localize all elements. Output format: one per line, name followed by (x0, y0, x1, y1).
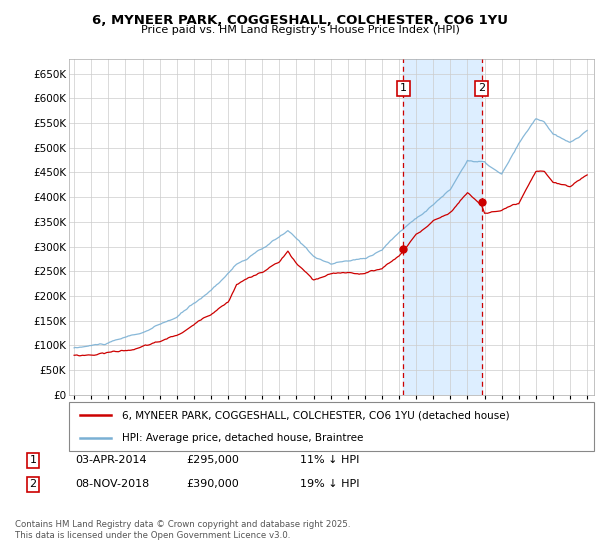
Text: 03-APR-2014: 03-APR-2014 (75, 455, 146, 465)
Text: £295,000: £295,000 (186, 455, 239, 465)
Bar (403, 59, 482, 395)
Text: 08-NOV-2018: 08-NOV-2018 (75, 479, 149, 489)
Text: 2: 2 (29, 479, 37, 489)
Text: HPI: Average price, detached house, Braintree: HPI: Average price, detached house, Brai… (121, 433, 363, 444)
Text: 1: 1 (29, 455, 37, 465)
Text: Price paid vs. HM Land Registry's House Price Index (HPI): Price paid vs. HM Land Registry's House … (140, 25, 460, 35)
Text: 6, MYNEER PARK, COGGESHALL, COLCHESTER, CO6 1YU (detached house): 6, MYNEER PARK, COGGESHALL, COLCHESTER, … (121, 410, 509, 421)
Text: 6, MYNEER PARK, COGGESHALL, COLCHESTER, CO6 1YU: 6, MYNEER PARK, COGGESHALL, COLCHESTER, … (92, 14, 508, 27)
Text: 1: 1 (400, 83, 407, 94)
Text: 19% ↓ HPI: 19% ↓ HPI (300, 479, 359, 489)
Text: £390,000: £390,000 (186, 479, 239, 489)
Text: 11% ↓ HPI: 11% ↓ HPI (300, 455, 359, 465)
Text: 2: 2 (478, 83, 485, 94)
Text: Contains HM Land Registry data © Crown copyright and database right 2025.: Contains HM Land Registry data © Crown c… (15, 520, 350, 529)
FancyBboxPatch shape (69, 402, 594, 451)
Text: This data is licensed under the Open Government Licence v3.0.: This data is licensed under the Open Gov… (15, 531, 290, 540)
